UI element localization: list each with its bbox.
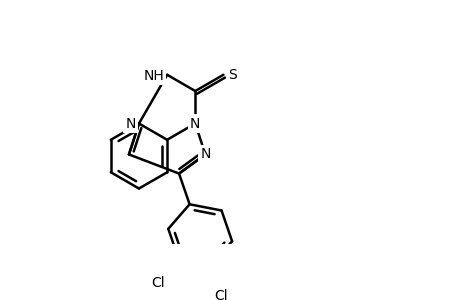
Text: N: N	[125, 116, 135, 130]
Text: N: N	[200, 147, 210, 161]
Text: S: S	[228, 68, 236, 82]
Text: NH: NH	[143, 69, 163, 83]
Text: N: N	[190, 116, 200, 130]
Text: Cl: Cl	[151, 277, 164, 290]
Text: Cl: Cl	[214, 289, 227, 300]
